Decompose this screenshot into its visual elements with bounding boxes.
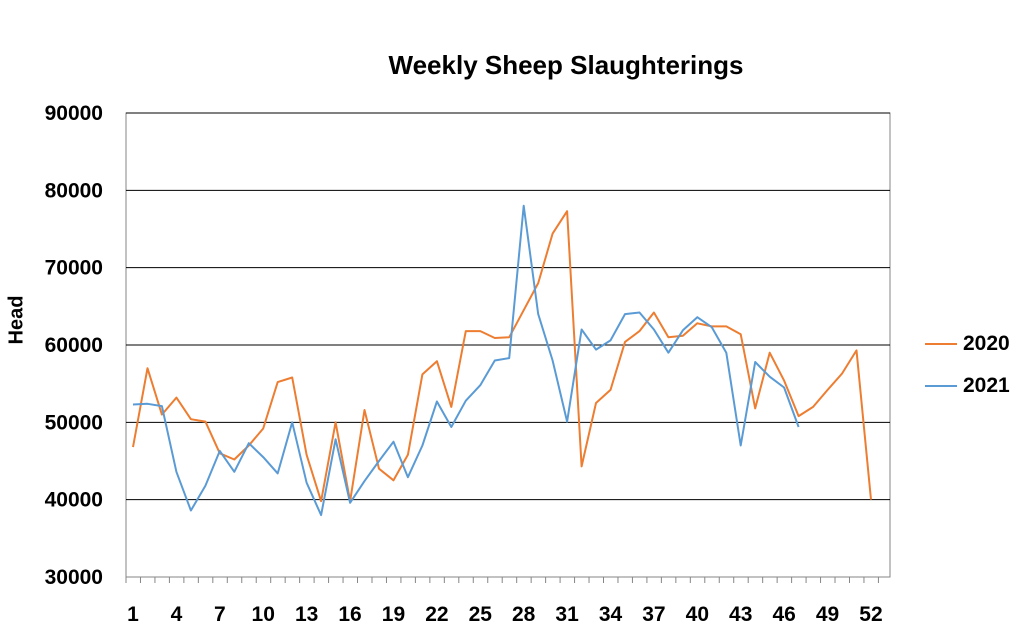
x-tick-label: 19 [382, 603, 405, 626]
x-tick-label: 40 [686, 603, 709, 626]
legend-swatch-2020 [925, 343, 957, 345]
legend-label-2020: 2020 [963, 332, 1010, 355]
series-line-2021 [132, 204, 800, 517]
x-tick-label: 49 [816, 603, 839, 626]
x-tick-label: 31 [555, 603, 579, 626]
x-tick-label: 22 [425, 603, 448, 626]
x-tick-label: 7 [214, 603, 226, 626]
x-tick-label: 10 [252, 603, 275, 626]
y-tick-label: 80000 [45, 179, 103, 202]
y-tick-label: 50000 [45, 411, 103, 434]
y-tick-label: 70000 [45, 257, 103, 280]
x-tick-label: 28 [512, 603, 536, 626]
y-tick-label: 30000 [45, 566, 103, 589]
x-tick-label: 1 [127, 603, 139, 626]
x-tick-label: 37 [642, 603, 665, 626]
legend-entry-2020: 2020 [925, 332, 1010, 356]
y-tick-label: 60000 [45, 334, 103, 357]
legend-label-2021: 2021 [963, 374, 1010, 397]
y-tick-label: 90000 [45, 102, 103, 125]
x-tick-label: 46 [772, 603, 795, 626]
y-tick-label: 40000 [45, 489, 103, 512]
series-line-2020 [132, 210, 872, 503]
x-tick-label: 13 [295, 603, 318, 626]
x-tick-label: 16 [338, 603, 361, 626]
x-tick-label: 52 [859, 603, 882, 626]
x-tick-label: 34 [599, 603, 623, 626]
x-tick-label: 43 [729, 603, 752, 626]
x-tick-label: 25 [469, 603, 493, 626]
chart-title: Weekly Sheep Slaughterings [388, 50, 744, 80]
x-tick-label: 4 [171, 603, 183, 626]
legend-entry-2021: 2021 [925, 374, 1010, 398]
legend-swatch-2021 [925, 385, 957, 387]
